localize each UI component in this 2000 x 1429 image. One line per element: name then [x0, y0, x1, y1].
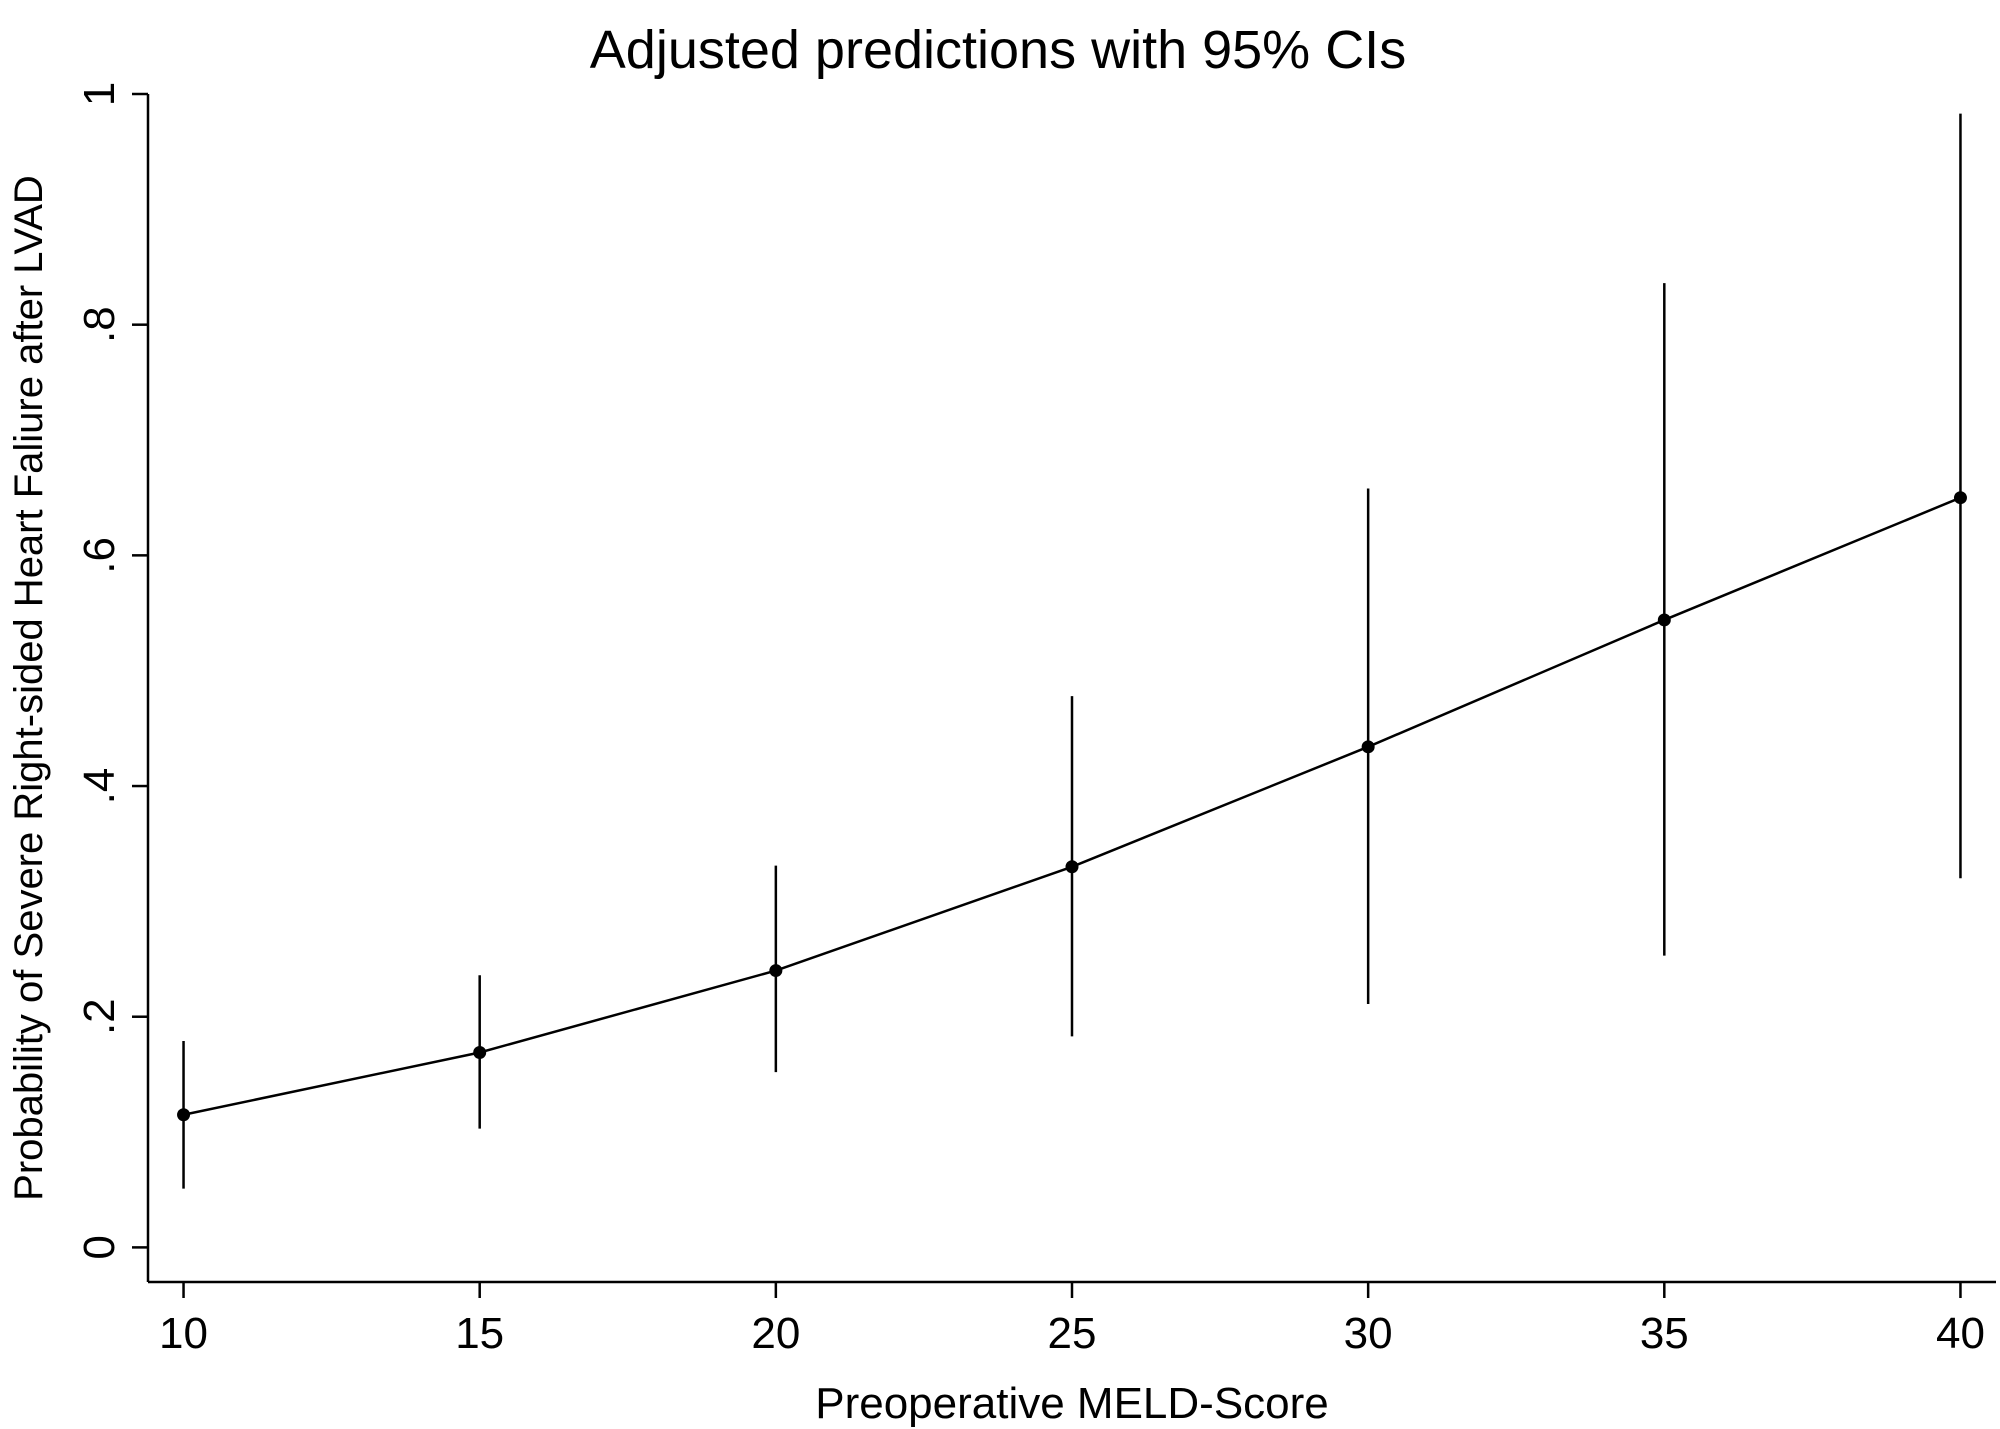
plot-area: 0 .2 .4 .6 .8 1 10 15 20 25 30 35 40 — [75, 82, 1996, 1358]
chart-title: Adjusted predictions with 95% CIs — [590, 20, 1406, 80]
data-point — [1065, 860, 1079, 874]
data-point — [1657, 613, 1671, 627]
x-tick-label: 20 — [751, 1309, 800, 1358]
confidence-intervals — [182, 113, 1962, 1189]
y-tick-label: 1 — [75, 82, 124, 106]
y-axis-label: Probability of Severe Right-sided Heart … — [7, 175, 51, 1201]
x-tick-label: 10 — [159, 1309, 208, 1358]
x-tick-label: 30 — [1344, 1309, 1393, 1358]
data-points — [177, 491, 1967, 1122]
x-tick-label: 35 — [1640, 1309, 1689, 1358]
x-tick-label: 15 — [455, 1309, 504, 1358]
x-axis-label: Preoperative MELD-Score — [815, 1379, 1329, 1428]
data-point — [473, 1045, 487, 1059]
data-point — [769, 964, 783, 978]
data-point — [1361, 740, 1375, 754]
x-axis-ticks: 10 15 20 25 30 35 40 — [159, 1282, 1985, 1358]
y-tick-label: .4 — [75, 768, 124, 805]
y-axis-ticks: 0 .2 .4 .6 .8 1 — [75, 82, 148, 1260]
data-point — [177, 1108, 191, 1122]
x-tick-label: 40 — [1936, 1309, 1985, 1358]
data-point — [1953, 491, 1967, 505]
y-tick-label: .6 — [75, 537, 124, 574]
y-tick-label: .2 — [75, 998, 124, 1035]
y-tick-label: .8 — [75, 306, 124, 343]
y-tick-label: 0 — [75, 1235, 124, 1259]
x-tick-label: 25 — [1048, 1309, 1097, 1358]
